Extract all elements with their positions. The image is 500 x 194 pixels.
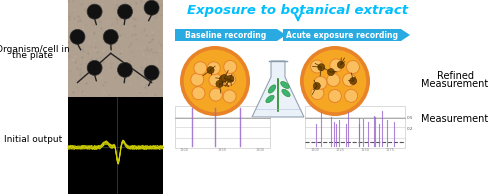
Circle shape [223, 90, 236, 103]
Circle shape [344, 89, 358, 102]
Circle shape [314, 76, 327, 89]
Text: 1250: 1250 [218, 148, 227, 152]
Ellipse shape [268, 85, 276, 93]
Circle shape [300, 46, 370, 116]
Circle shape [222, 73, 235, 86]
Circle shape [221, 74, 228, 81]
Text: Acute exposure recording: Acute exposure recording [286, 30, 398, 40]
Ellipse shape [266, 95, 274, 103]
Circle shape [104, 29, 118, 44]
Text: 1225: 1225 [336, 148, 344, 152]
Text: Baseline recording: Baseline recording [186, 30, 266, 40]
Circle shape [338, 61, 344, 68]
Ellipse shape [282, 89, 290, 97]
Bar [175, 29, 277, 41]
Circle shape [328, 69, 334, 76]
Text: 1300: 1300 [256, 148, 265, 152]
Circle shape [183, 49, 247, 113]
Circle shape [350, 77, 356, 85]
Circle shape [118, 4, 132, 19]
Text: 1275: 1275 [386, 148, 394, 152]
Circle shape [318, 64, 325, 71]
Text: Measurement: Measurement [422, 79, 488, 89]
Text: the plate: the plate [12, 51, 53, 61]
Circle shape [328, 89, 342, 103]
Text: Organism/cell in: Organism/cell in [0, 44, 70, 54]
Circle shape [87, 4, 102, 19]
Circle shape [180, 46, 250, 116]
Bar [283, 29, 401, 41]
Text: 1200: 1200 [180, 148, 189, 152]
Circle shape [314, 82, 320, 89]
Circle shape [224, 60, 236, 73]
Text: Measurement: Measurement [422, 114, 488, 124]
Polygon shape [252, 61, 304, 117]
Circle shape [210, 88, 222, 101]
Circle shape [311, 87, 324, 100]
Text: 1250: 1250 [360, 148, 370, 152]
Circle shape [216, 81, 223, 87]
Polygon shape [401, 29, 410, 41]
Circle shape [207, 67, 214, 74]
Circle shape [330, 59, 343, 72]
Circle shape [192, 87, 205, 100]
Circle shape [227, 75, 234, 82]
Text: 0.5: 0.5 [407, 116, 414, 120]
Ellipse shape [280, 81, 289, 88]
Circle shape [87, 60, 102, 75]
Circle shape [303, 49, 367, 113]
Circle shape [327, 74, 340, 87]
Polygon shape [277, 29, 286, 41]
Circle shape [207, 62, 220, 75]
Circle shape [144, 0, 159, 15]
Circle shape [209, 74, 222, 87]
Bar [175, 106, 270, 148]
Bar [68, 97, 163, 194]
Circle shape [342, 73, 355, 86]
Text: Initial output: Initial output [4, 135, 62, 145]
Circle shape [190, 73, 203, 86]
Circle shape [310, 60, 324, 73]
Bar [305, 106, 405, 148]
Circle shape [220, 75, 226, 82]
Text: 1200: 1200 [310, 148, 320, 152]
Circle shape [144, 65, 159, 80]
Text: 0.2: 0.2 [407, 127, 414, 131]
Bar [68, 0, 163, 97]
Circle shape [118, 62, 132, 77]
Text: Exposure to botanical extract: Exposure to botanical extract [188, 4, 408, 17]
Circle shape [346, 61, 360, 74]
Circle shape [70, 29, 85, 44]
Circle shape [194, 62, 207, 75]
Text: Refined: Refined [436, 71, 474, 81]
